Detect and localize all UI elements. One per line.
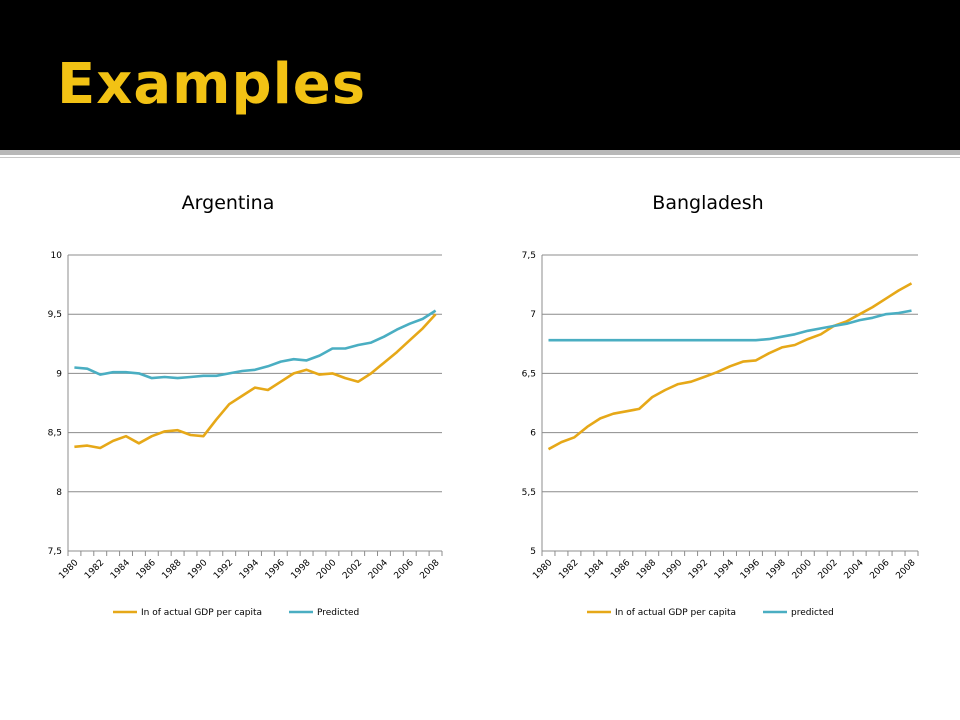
x-tick-label: 2008 bbox=[418, 558, 441, 581]
x-tick-label: 1980 bbox=[57, 558, 80, 581]
legend-label: In of actual GDP per capita bbox=[141, 608, 262, 618]
x-tick-label: 1990 bbox=[661, 558, 684, 581]
y-tick-label: 7 bbox=[530, 310, 536, 320]
y-tick-label: 7,5 bbox=[48, 547, 62, 557]
x-tick-label: 1984 bbox=[109, 558, 132, 581]
series-line-predicted bbox=[548, 309, 912, 342]
series-line-predicted bbox=[74, 309, 437, 380]
y-tick-label: 8 bbox=[56, 488, 62, 498]
x-tick-label: 1984 bbox=[583, 558, 606, 581]
x-tick-label: 1994 bbox=[238, 558, 261, 581]
y-tick-label: 10 bbox=[51, 251, 63, 261]
x-tick-label: 2000 bbox=[315, 558, 338, 581]
y-tick-label: 9,5 bbox=[48, 310, 62, 320]
y-tick-label: 5 bbox=[530, 547, 536, 557]
x-tick-label: 2000 bbox=[791, 558, 814, 581]
legend-label: In of actual GDP per capita bbox=[615, 608, 736, 618]
x-tick-label: 1980 bbox=[531, 558, 554, 581]
x-tick-label: 2004 bbox=[367, 558, 390, 581]
series-line-actual bbox=[74, 313, 437, 450]
series-line-actual bbox=[547, 282, 913, 451]
x-tick-label: 1996 bbox=[739, 558, 762, 581]
y-tick-label: 6,5 bbox=[522, 369, 536, 379]
x-tick-label: 2002 bbox=[341, 558, 364, 581]
title-bar: Examples bbox=[0, 0, 960, 150]
header-divider bbox=[0, 150, 960, 155]
x-tick-label: 1982 bbox=[83, 558, 106, 581]
x-tick-label: 1996 bbox=[264, 558, 287, 581]
header-divider-thin bbox=[0, 157, 960, 158]
x-tick-label: 1986 bbox=[609, 558, 632, 581]
y-tick-label: 7,5 bbox=[522, 251, 536, 261]
legend-label: predicted bbox=[791, 608, 834, 618]
y-tick-label: 5,5 bbox=[522, 488, 536, 498]
x-tick-label: 1992 bbox=[687, 558, 710, 581]
x-tick-label: 1986 bbox=[135, 558, 158, 581]
x-tick-label: 1982 bbox=[557, 558, 580, 581]
x-tick-label: 1998 bbox=[765, 558, 788, 581]
x-tick-label: 2002 bbox=[817, 558, 840, 581]
x-tick-label: 1992 bbox=[212, 558, 235, 581]
x-tick-label: 2008 bbox=[894, 558, 917, 581]
x-tick-label: 2004 bbox=[843, 558, 866, 581]
x-tick-label: 1988 bbox=[160, 558, 183, 581]
x-tick-label: 1988 bbox=[635, 558, 658, 581]
x-tick-label: 2006 bbox=[868, 558, 891, 581]
legend-label: Predicted bbox=[317, 608, 359, 618]
y-tick-label: 9 bbox=[56, 369, 62, 379]
x-tick-label: 2006 bbox=[393, 558, 416, 581]
slide-title: Examples bbox=[57, 52, 367, 117]
y-tick-label: 6 bbox=[530, 429, 536, 439]
chart-title-argentina: Argentina bbox=[181, 192, 275, 214]
x-tick-label: 1998 bbox=[289, 558, 312, 581]
x-tick-label: 1994 bbox=[713, 558, 736, 581]
y-tick-label: 8,5 bbox=[48, 429, 62, 439]
chart-title-bangladesh: Bangladesh bbox=[652, 192, 764, 214]
x-tick-label: 1990 bbox=[186, 558, 209, 581]
